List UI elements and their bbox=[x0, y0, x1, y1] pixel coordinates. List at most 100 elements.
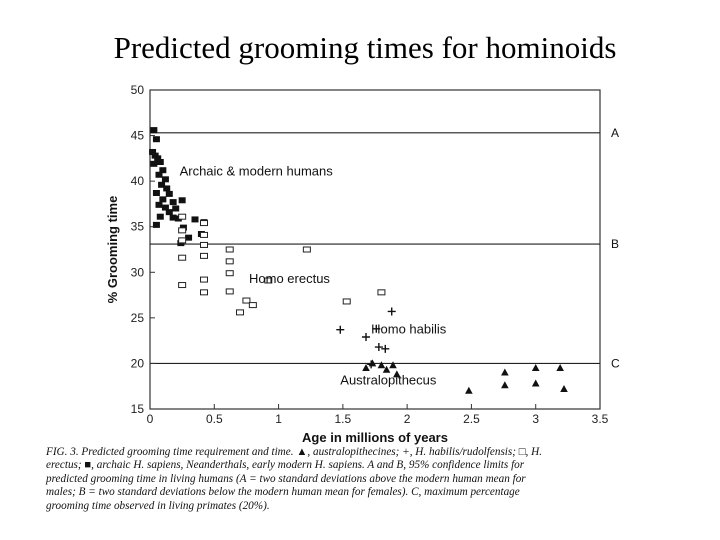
archaic-human-point bbox=[158, 181, 166, 188]
archaic-human-point bbox=[161, 176, 169, 183]
homo-habilis-point bbox=[381, 344, 390, 353]
homo-erectus-point bbox=[200, 231, 208, 238]
homo-erectus-point bbox=[264, 277, 273, 284]
x-tick-label: 1 bbox=[275, 412, 282, 426]
archaic-human-point bbox=[159, 196, 167, 203]
archaic-human-point bbox=[165, 190, 173, 197]
homo-erectus-point bbox=[225, 246, 234, 253]
homo-habilis-point bbox=[372, 324, 381, 333]
archaic-human-point bbox=[154, 155, 162, 162]
x-tick-label: 3 bbox=[532, 412, 539, 426]
australopithecus-point bbox=[465, 386, 473, 394]
australopithecus-point bbox=[393, 370, 401, 378]
homo-erectus-point bbox=[242, 297, 251, 304]
australopithecus-point bbox=[556, 363, 564, 371]
y-tick-label: 30 bbox=[131, 265, 145, 279]
homo-erectus-point bbox=[178, 282, 187, 289]
archaic-human-point bbox=[156, 213, 164, 220]
archaic-human-point bbox=[159, 167, 167, 174]
figure-caption: FIG. 3. Predicted grooming time requirem… bbox=[46, 446, 686, 513]
homo-erectus-point bbox=[225, 288, 234, 295]
x-tick-label: 0.5 bbox=[206, 412, 223, 426]
plot-border bbox=[149, 89, 601, 410]
homo-erectus-point bbox=[225, 258, 234, 265]
archaic-human-point bbox=[156, 159, 164, 166]
homo-erectus-point bbox=[200, 276, 208, 283]
archaic-human-point bbox=[165, 209, 173, 216]
homo-erectus-point bbox=[342, 298, 351, 305]
australopithecus-point bbox=[560, 384, 568, 392]
homo-erectus-point bbox=[178, 227, 187, 234]
homo-erectus-point bbox=[225, 270, 234, 277]
y-tick-label: 45 bbox=[131, 129, 145, 143]
plot-frame bbox=[149, 89, 601, 410]
archaic-human-point bbox=[169, 214, 177, 221]
caption-line: males; B = two standard deviations below… bbox=[46, 486, 520, 499]
x-axis-title: Age in millions of years bbox=[302, 430, 448, 445]
group-annotation: Australopithecus bbox=[340, 372, 437, 387]
archaic-human-point bbox=[178, 197, 186, 204]
homo-habilis-point bbox=[336, 325, 345, 334]
australopithecus-point bbox=[382, 365, 391, 373]
archaic-human-point bbox=[163, 185, 171, 192]
australopithecus-point bbox=[501, 381, 509, 389]
homo-erectus-point bbox=[178, 213, 187, 220]
group-annotation: Homo habilis bbox=[371, 321, 447, 336]
x-tick-label: 0 bbox=[147, 412, 154, 426]
archaic-human-point bbox=[152, 221, 160, 228]
archaic-human-point bbox=[161, 204, 169, 211]
homo-erectus-point bbox=[302, 246, 311, 253]
caption-line: erectus; ■, archaic H. sapiens, Neandert… bbox=[46, 459, 525, 472]
archaic-human-point bbox=[150, 160, 158, 167]
y-tick-label: 20 bbox=[131, 356, 145, 370]
y-axis-title: % Grooming time bbox=[105, 196, 120, 304]
australopithecus-point bbox=[389, 361, 397, 369]
homo-erectus-point bbox=[200, 252, 208, 259]
x-tick-label: 1.5 bbox=[335, 412, 352, 426]
x-tick-label: 3.5 bbox=[592, 412, 609, 426]
reference-line-label: C bbox=[611, 356, 620, 370]
archaic-human-point bbox=[155, 201, 163, 208]
australopithecus-point bbox=[368, 359, 377, 367]
homo-erectus-point bbox=[236, 309, 244, 316]
homo-erectus-point bbox=[200, 241, 208, 248]
annotations: Archaic & modern humans Homo erectus Homo … bbox=[180, 164, 447, 388]
y-tick-label: 15 bbox=[131, 402, 145, 416]
axis-ticks: 15 20 25 30 35 40 45 50 0 0.5 1 1.5 2 2.5 3 3.5 bbox=[131, 83, 609, 426]
y-tick-label: 50 bbox=[131, 83, 145, 97]
slide-title: Predicted grooming times for hominoids bbox=[113, 30, 617, 65]
archaic-human-point bbox=[169, 199, 177, 206]
homo-erectus-point bbox=[178, 254, 187, 261]
x-tick-label: 2.5 bbox=[463, 412, 480, 426]
homo-habilis-point bbox=[374, 343, 383, 352]
caption-line: grooming time observed in living primate… bbox=[46, 499, 270, 512]
australopithecus-point bbox=[501, 368, 509, 376]
archaic-human-point bbox=[149, 148, 157, 155]
homo-erectus-point bbox=[200, 220, 208, 227]
reference-line-label: A bbox=[611, 126, 619, 140]
homo-habilis-point bbox=[387, 307, 396, 316]
group-annotation: Homo erectus bbox=[249, 271, 330, 286]
archaic-human-point bbox=[191, 216, 199, 223]
y-tick-label: 35 bbox=[131, 220, 145, 234]
reference-line-label: B bbox=[611, 237, 619, 251]
australopithecus-point bbox=[362, 363, 370, 371]
homo-habilis-point bbox=[362, 332, 370, 341]
caption-line: predicted grooming time in living humans… bbox=[46, 472, 526, 485]
archaic-human-point bbox=[185, 234, 193, 241]
y-tick-label: 40 bbox=[131, 174, 145, 188]
data-points bbox=[149, 127, 568, 394]
homo-erectus-point bbox=[377, 289, 386, 296]
australopithecus-point bbox=[377, 361, 386, 369]
y-tick-label: 25 bbox=[131, 311, 145, 325]
australopithecus-point bbox=[531, 363, 540, 371]
caption-line: FIG. 3. Predicted grooming time requirem… bbox=[46, 446, 543, 458]
x-tick-label: 2 bbox=[404, 412, 411, 426]
homo-erectus-point bbox=[248, 302, 257, 309]
archaic-human-point bbox=[172, 205, 180, 212]
archaic-human-point bbox=[152, 136, 160, 143]
group-annotation: Archaic & modern humans bbox=[180, 164, 334, 179]
reference-lines: A B C bbox=[150, 126, 620, 370]
archaic-human-point bbox=[155, 171, 163, 178]
